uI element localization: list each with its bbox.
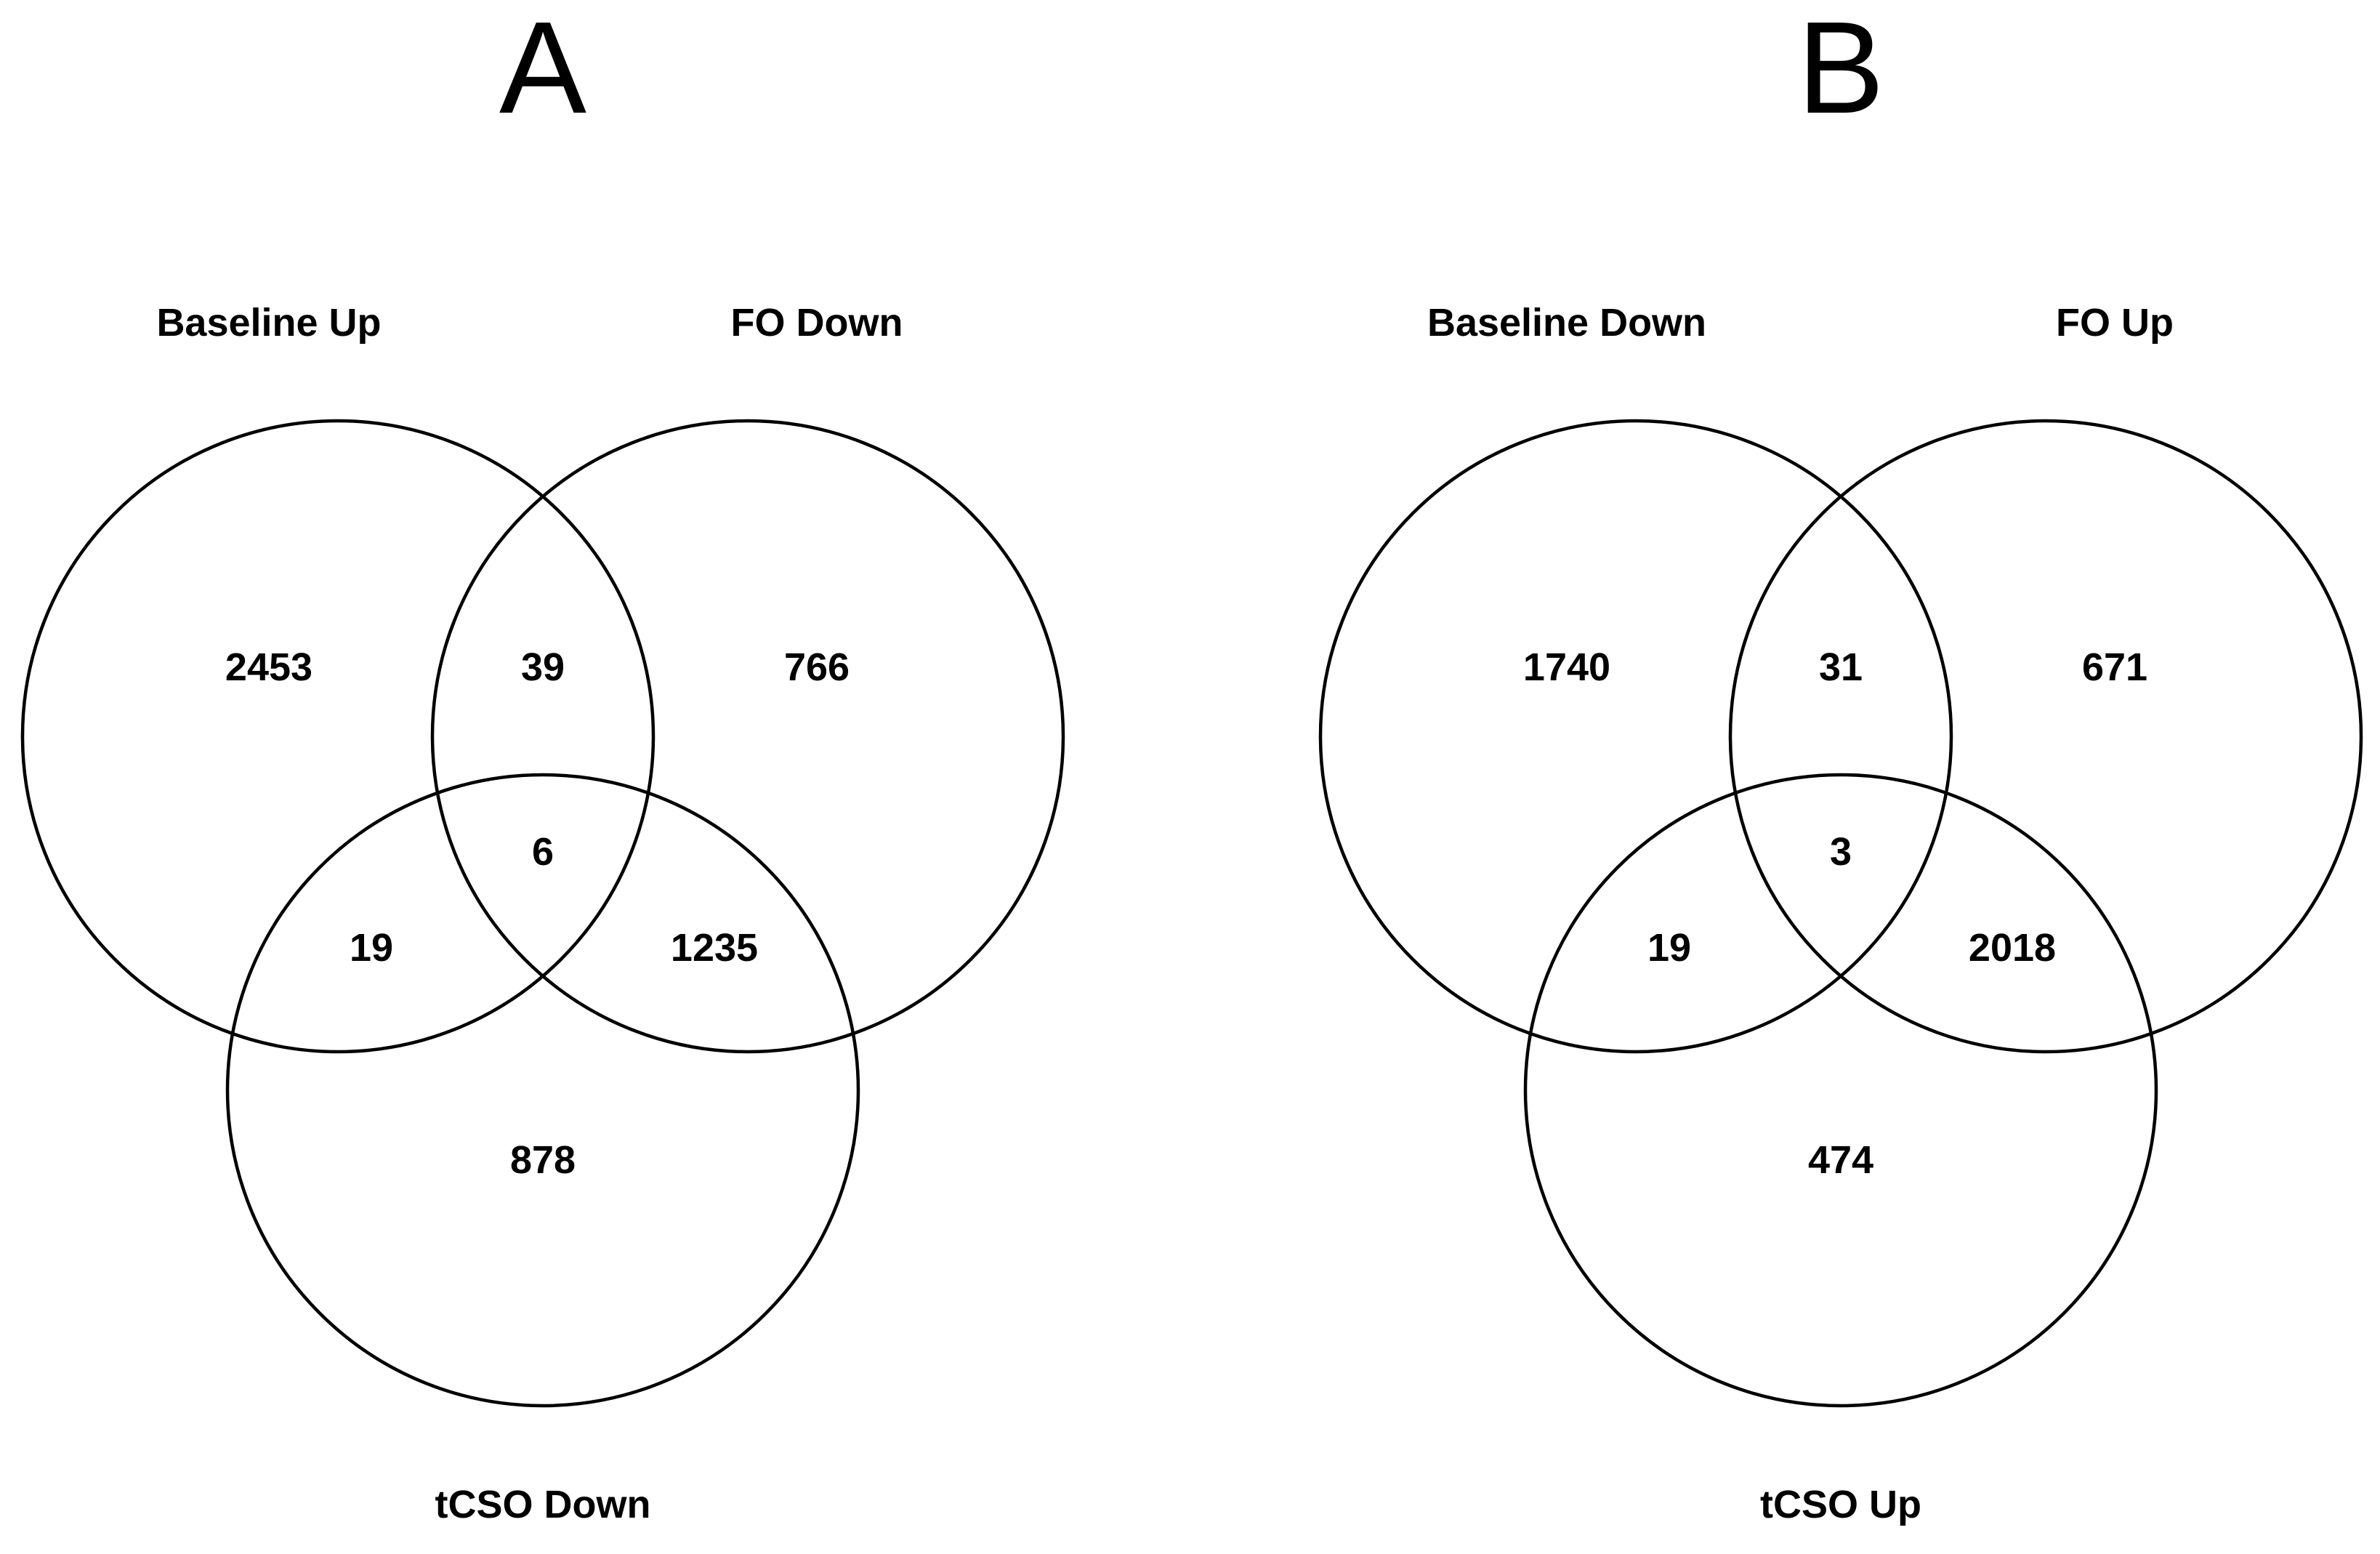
count-left-only: 1740 <box>1523 645 1610 689</box>
set-circle-baseline-down <box>1318 419 1953 1054</box>
count-right-only: 671 <box>2082 645 2147 689</box>
count-right-bottom: 2018 <box>1969 926 2056 970</box>
set-label-right: FO Down <box>731 301 903 345</box>
panel-letter-a: A <box>499 0 586 141</box>
set-circle-fo-down <box>430 419 1065 1054</box>
set-circle-tcso-down <box>225 773 860 1408</box>
count-left-right: 39 <box>521 645 565 689</box>
count-bottom-only: 878 <box>510 1138 576 1182</box>
set-circle-tcso-up <box>1523 773 2158 1408</box>
count-left-only: 2453 <box>225 645 312 689</box>
set-label-left: Baseline Down <box>1427 301 1706 345</box>
count-bottom-only: 474 <box>1808 1138 1873 1182</box>
count-left-bottom: 19 <box>350 926 393 970</box>
panel-letter-b: B <box>1797 0 1884 141</box>
count-all-three: 6 <box>532 830 554 874</box>
count-right-only: 766 <box>784 645 850 689</box>
set-label-bottom: tCSO Up <box>1760 1483 1921 1526</box>
set-circle-fo-up <box>1728 419 2363 1054</box>
count-left-right: 31 <box>1819 645 1863 689</box>
count-all-three: 3 <box>1830 830 1852 874</box>
count-right-bottom: 1235 <box>671 926 758 970</box>
set-label-right: FO Up <box>2056 301 2174 345</box>
set-circle-baseline-up <box>20 419 655 1054</box>
set-label-bottom: tCSO Down <box>435 1483 651 1526</box>
count-left-bottom: 19 <box>1647 926 1691 970</box>
venn-panel-a: A Baseline Up FO Down tCSO Down 2453 39 … <box>20 0 1065 1526</box>
venn-panel-b: B Baseline Down FO Up tCSO Up 1740 31 67… <box>1318 0 2363 1526</box>
set-label-left: Baseline Up <box>156 301 381 345</box>
